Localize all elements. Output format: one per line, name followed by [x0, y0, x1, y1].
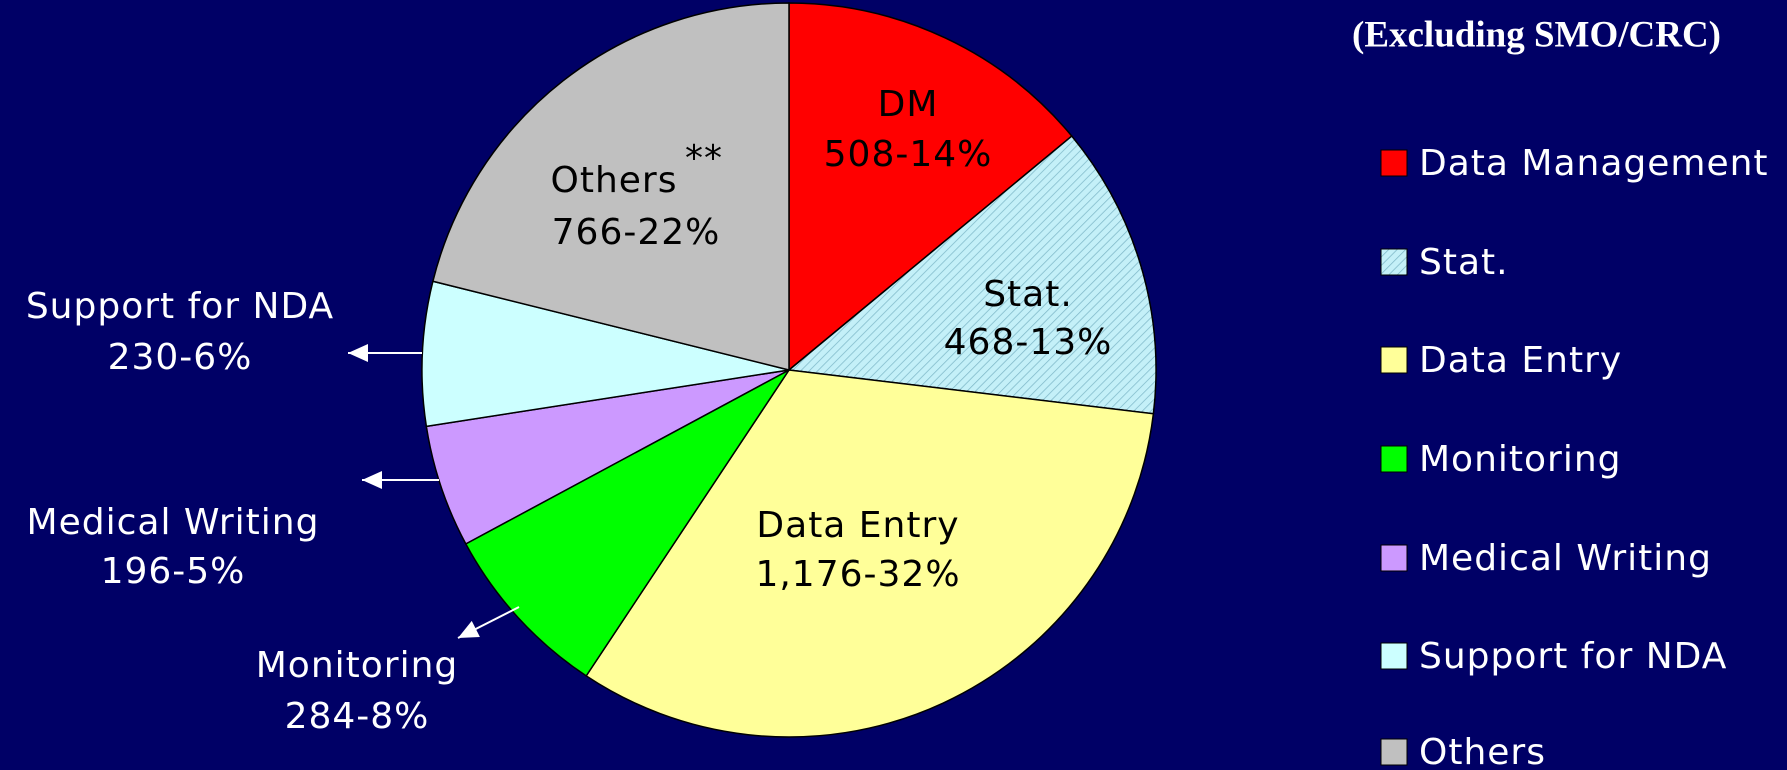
pie-slice [421, 280, 790, 428]
slice-label: Medical Writing [27, 502, 320, 543]
slice-label: Support for NDA [26, 286, 334, 327]
legend-label: Stat. [1419, 242, 1509, 283]
value-label: 284-8% [285, 696, 430, 737]
value-label: 766-22% [552, 212, 721, 253]
legend-swatch [1380, 248, 1408, 276]
value-label: 508-14% [824, 134, 993, 175]
slice-label: DM [878, 84, 939, 125]
legend-label: Medical Writing [1419, 538, 1712, 579]
arrow-head [362, 471, 382, 489]
pie-slice [788, 2, 1073, 372]
legend-label: Monitoring [1419, 439, 1622, 480]
pie-slice [787, 135, 1157, 415]
pie-slice [585, 369, 1155, 738]
slice-label: Others [551, 160, 678, 201]
pie-slice [431, 2, 790, 371]
value-label: 230-6% [108, 337, 253, 378]
legend-label: Others [1419, 732, 1546, 770]
value-label: 468-13% [944, 322, 1113, 363]
slice-label: Data Entry [756, 505, 959, 546]
pie-slice [464, 369, 790, 677]
legend-swatch [1380, 149, 1408, 177]
arrow-head [458, 620, 480, 638]
legend-swatch [1380, 738, 1408, 766]
legend-swatch [1380, 642, 1408, 670]
legend-swatch [1380, 346, 1408, 374]
legend-label: Support for NDA [1419, 636, 1727, 677]
legend-label: Data Entry [1419, 340, 1622, 381]
legend-swatch [1380, 544, 1408, 572]
legend-label: Data Management [1419, 143, 1769, 184]
subtitle: (Excluding SMO/CRC) [1352, 14, 1721, 55]
slice-label: Monitoring [256, 645, 459, 686]
annotation: ** [685, 138, 723, 179]
slice-label: Stat. [983, 274, 1073, 315]
legend-swatch [1380, 445, 1408, 473]
value-label: 196-5% [101, 551, 246, 592]
value-label: 1,176-32% [755, 554, 960, 595]
arrow-head [348, 344, 368, 362]
